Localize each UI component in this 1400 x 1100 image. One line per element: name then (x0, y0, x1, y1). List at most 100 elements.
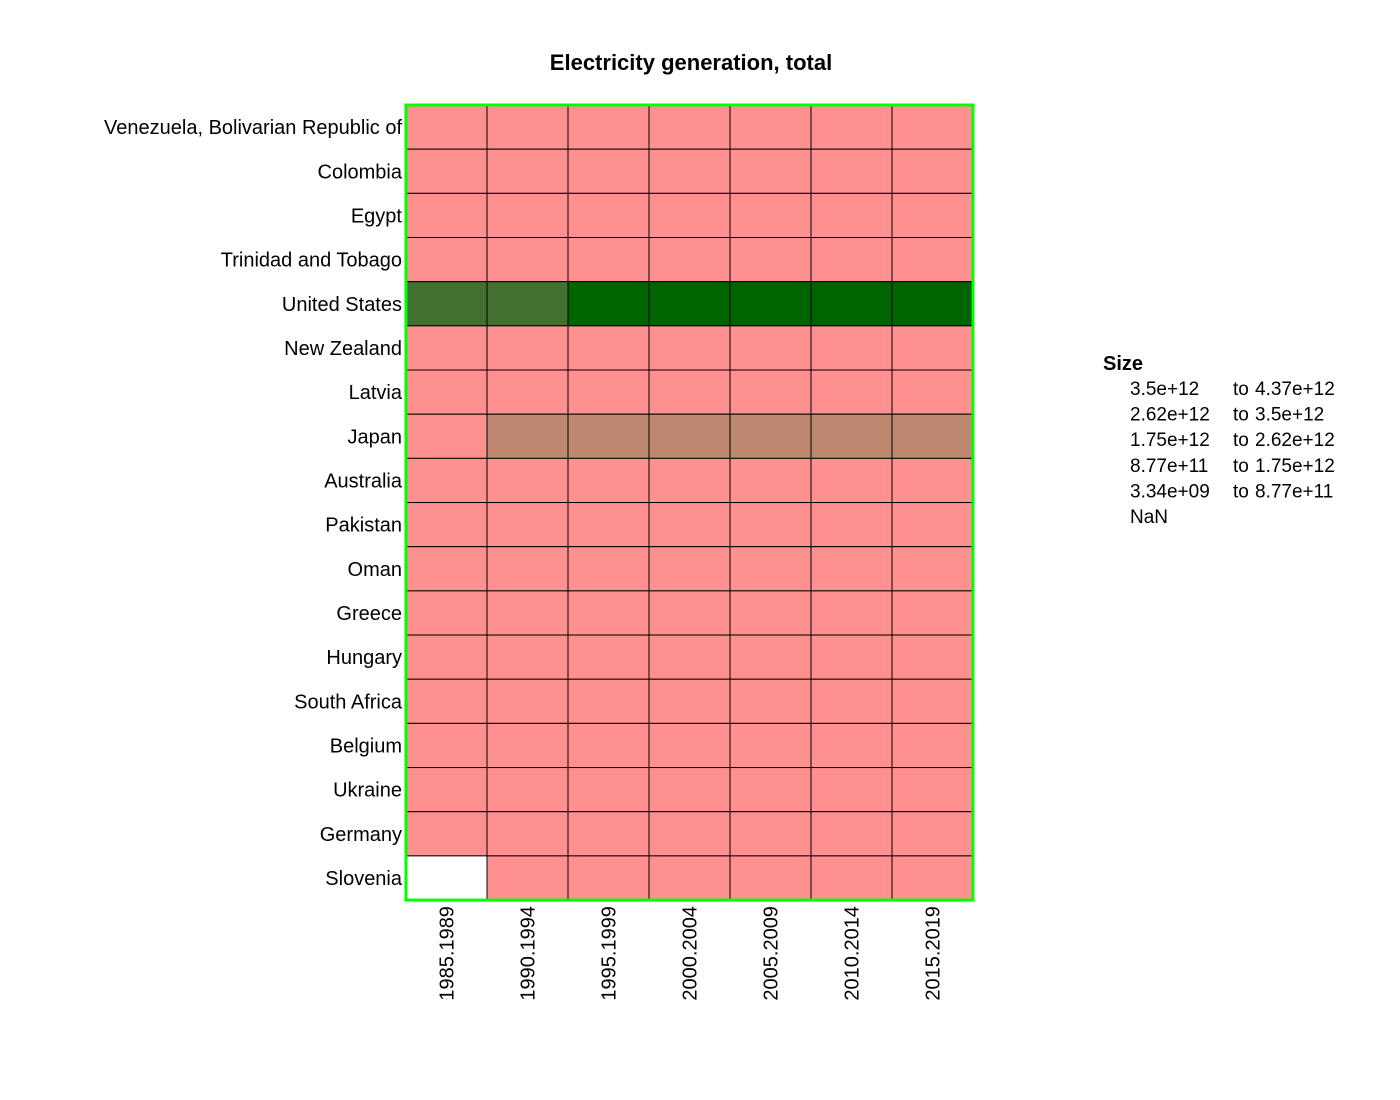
heatmap-cell (405, 148, 488, 194)
heatmap-cell (567, 634, 650, 680)
legend-connector: to (1233, 456, 1249, 477)
heatmap-cell (729, 722, 812, 769)
legend-connector: to (1233, 481, 1249, 502)
heatmap-cell (648, 678, 731, 724)
heatmap-cell (405, 502, 488, 548)
heatmap-cell (729, 325, 812, 371)
heatmap-cell (486, 369, 569, 415)
heatmap-cell (648, 590, 731, 636)
heatmap-cell (891, 413, 974, 459)
heatmap-cell (810, 281, 893, 327)
heatmap-cell (405, 457, 488, 504)
heatmap-cell (891, 369, 974, 415)
heatmap-cell (810, 457, 893, 504)
heatmap-cell (567, 678, 650, 724)
heatmap-cell (486, 767, 569, 813)
heatmap-cell (405, 811, 488, 857)
column-label: 1990.1994 (518, 906, 540, 1001)
heatmap-cell (405, 722, 488, 769)
heatmap-cell (567, 369, 650, 415)
heatmap-cell (405, 369, 488, 415)
heatmap-cell (567, 413, 650, 459)
heatmap-cell (729, 369, 812, 415)
row-label: Colombia (318, 161, 403, 183)
heatmap-cell (405, 590, 488, 636)
row-label: Germany (320, 824, 402, 846)
heatmap-cell (648, 722, 731, 769)
heatmap-cell (567, 722, 650, 769)
heatmap-cell (810, 767, 893, 813)
heatmap-cell (486, 148, 569, 194)
heatmap-cell (567, 237, 650, 283)
heatmap-cell (648, 546, 731, 592)
heatmap-cell (405, 678, 488, 724)
heatmap-cell (891, 192, 974, 239)
row-labels: Venezuela, Bolivarian Republic of Colombi… (104, 117, 403, 890)
heatmap-cell (567, 590, 650, 636)
heatmap-cell (486, 811, 569, 857)
row-label: Hungary (326, 647, 402, 669)
heatmap-cell (810, 678, 893, 724)
heatmap-cell (648, 104, 731, 150)
heatmap-cell (729, 634, 812, 680)
heatmap-cell (891, 104, 974, 150)
column-labels: 1985.1989 1990.1994 1995.1999 2000.2004 2005… (437, 906, 945, 1001)
heatmap-cell (891, 590, 974, 636)
heatmap-cell (891, 767, 974, 813)
heatmap-cell (567, 192, 650, 239)
column-label: 2005.2009 (761, 906, 783, 1001)
heatmap-cell (486, 413, 569, 459)
heatmap-cell (810, 811, 893, 857)
heatmap-cell (405, 855, 488, 901)
heatmap-cell (648, 413, 731, 459)
heatmap-cell (729, 767, 812, 813)
legend-title: Size (1103, 353, 1143, 375)
heatmap-cell (648, 192, 731, 239)
column-label: 2015.2019 (923, 906, 945, 1001)
heatmap-cell (891, 281, 974, 327)
heatmap-cell (810, 634, 893, 680)
heatmap-cell (567, 148, 650, 194)
column-label: 1995.1999 (599, 906, 621, 1001)
legend-to: 3.5e+12 (1255, 405, 1324, 426)
heatmap-cell (729, 546, 812, 592)
row-label: Belgium (330, 735, 402, 757)
heatmap-cell (405, 767, 488, 813)
heatmap-cell (810, 104, 893, 150)
row-label: United States (282, 294, 402, 316)
heatmap-cell (810, 855, 893, 901)
heatmap-cell (729, 855, 812, 901)
legend-to: 8.77e+11 (1255, 481, 1333, 502)
heatmap-cell (648, 325, 731, 371)
heatmap-cell (729, 502, 812, 548)
heatmap-cell (810, 413, 893, 459)
row-label: New Zealand (284, 338, 402, 360)
heatmap-cell (648, 634, 731, 680)
heatmap-cell (567, 767, 650, 813)
heatmap-cell (567, 325, 650, 371)
legend-connector: to (1233, 430, 1249, 451)
heatmap-cell (891, 678, 974, 724)
row-label: Latvia (349, 382, 403, 404)
heatmap-cells (405, 104, 974, 901)
heatmap-cell (729, 281, 812, 327)
heatmap-cell (567, 457, 650, 504)
heatmap-cell (648, 369, 731, 415)
row-label: Australia (324, 470, 403, 492)
heatmap-cell (648, 502, 731, 548)
heatmap-cell (486, 590, 569, 636)
heatmap-cell (567, 502, 650, 548)
heatmap-cell (486, 192, 569, 239)
heatmap-cell (405, 237, 488, 283)
heatmap-cell (486, 325, 569, 371)
heatmap-cell (486, 722, 569, 769)
heatmap-cell (486, 281, 569, 327)
heatmap-cell (648, 811, 731, 857)
heatmap-cell (648, 148, 731, 194)
heatmap-cell (891, 148, 974, 194)
heatmap-cell (810, 722, 893, 769)
heatmap-cell (405, 104, 488, 150)
row-label: Ukraine (333, 780, 402, 802)
heatmap-cell (486, 634, 569, 680)
